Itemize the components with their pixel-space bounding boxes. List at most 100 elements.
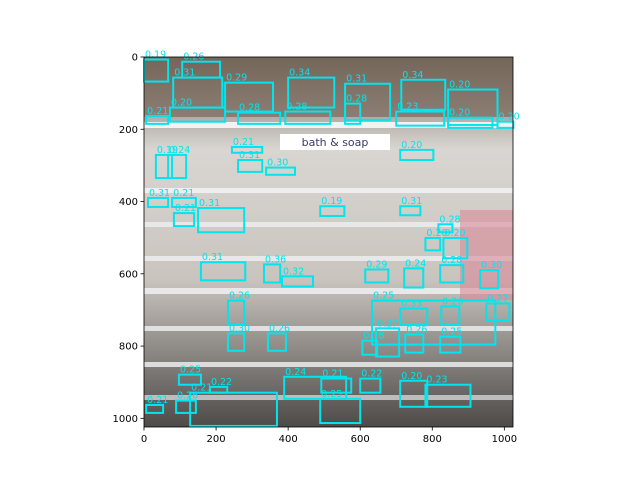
score-label: 0.22 [361,369,382,380]
score-label: 0.19 [321,196,342,207]
detection-box [230,145,264,154]
score-label: 0.30 [267,158,288,169]
score-label: 0.30 [229,323,250,334]
detection-box [154,153,174,180]
score-label: 0.31 [174,68,195,79]
detection-box [237,158,264,173]
score-label: 0.21 [175,203,196,214]
score-label: 0.20 [449,108,470,119]
x-tick-label: 400 [279,434,298,445]
score-label: 0.20 [426,228,447,239]
score-label: 0.26 [406,325,427,336]
score-label: 0.24 [405,258,426,269]
y-tick-label: 200 [119,125,138,136]
score-label: 0.21 [191,383,212,394]
score-label: 0.31 [149,188,170,199]
detection-box [371,299,497,346]
axes-frame [143,56,514,428]
detection-box [199,261,247,282]
detection-box [395,110,446,127]
score-label: 0.31 [346,74,367,85]
y-tick-label: 1000 [113,414,138,425]
score-label: 0.20 [401,140,422,151]
score-label: 0.28 [441,255,462,266]
detection-box [172,212,196,228]
detection-box [284,110,332,125]
score-label: 0.23 [426,375,447,386]
score-label: 0.26 [269,323,290,334]
x-tick-label: 1000 [492,434,517,445]
y-tick-label: 400 [119,197,138,208]
detection-box [287,76,336,109]
score-label: 0.34 [402,70,423,81]
score-label: 0.36 [265,254,286,265]
detection-box [344,82,392,121]
detection-box [424,383,472,408]
detection-box [177,373,202,386]
score-label: 0.20 [401,371,422,382]
sign-text: bath & soap [302,136,369,149]
score-label: 0.25 [321,389,342,400]
score-label: 0.20 [171,98,192,109]
detection-box [281,275,315,288]
detection-box [145,403,165,414]
detection-box [403,267,425,289]
detection-box [319,205,346,217]
detection-box [265,166,296,176]
y-tick-label: 800 [119,342,138,353]
score-label: 0.31 [401,196,422,207]
detection-box [167,153,188,180]
detection-box [283,375,348,400]
detection-box [197,207,246,234]
score-label: 0.31 [239,150,260,161]
score-label: 0.29 [366,259,387,270]
y-tick-label: 600 [119,269,138,280]
detection-box [447,116,494,129]
score-label: 0.19 [157,145,178,156]
score-label: 0.33 [401,298,422,309]
score-label: 0.31 [199,198,220,209]
score-label: 0.25 [180,365,201,376]
score-label: 0.18 [363,331,384,342]
detection-box [226,332,246,352]
detection-box [171,196,197,208]
score-label: 0.27 [377,318,398,329]
score-label: 0.21 [322,369,343,380]
detection-box [224,81,275,113]
score-label: 0.34 [289,68,310,79]
score-label: 0.23 [397,102,418,113]
detection-box [168,106,227,123]
detection-box [320,377,353,394]
detection-box [439,335,462,354]
detection-box [404,333,425,354]
score-label: 0.22 [211,377,232,388]
detection-box [266,332,287,352]
detection-box [437,223,454,234]
x-tick-label: 200 [207,434,226,445]
score-label: 0.27 [487,293,508,304]
detection-box [344,102,362,125]
score-label: 0.19 [145,50,166,61]
score-label: 0.24 [169,145,190,156]
score-label: 0.28 [286,102,307,113]
detection-box [359,377,382,394]
score-label: 0.20 [499,112,520,123]
detection-box [145,114,170,125]
score-label: 0.28 [346,94,367,105]
detection-box [175,399,197,414]
score-label: 0.28 [239,103,260,114]
detection-box [479,269,500,290]
x-tick-label: 600 [351,434,370,445]
detection-box [375,327,401,358]
detection-box [361,339,379,356]
detection-box [237,111,282,125]
score-label: 0.21 [233,137,254,148]
score-label: 0.32 [283,266,304,277]
detection-box [399,148,435,161]
score-label: 0.21 [147,106,168,117]
score-label: 0.31 [202,252,223,263]
detection-box [485,302,511,322]
detection-box [399,307,429,326]
score-label: 0.25 [441,327,462,338]
detection-box [440,305,461,326]
